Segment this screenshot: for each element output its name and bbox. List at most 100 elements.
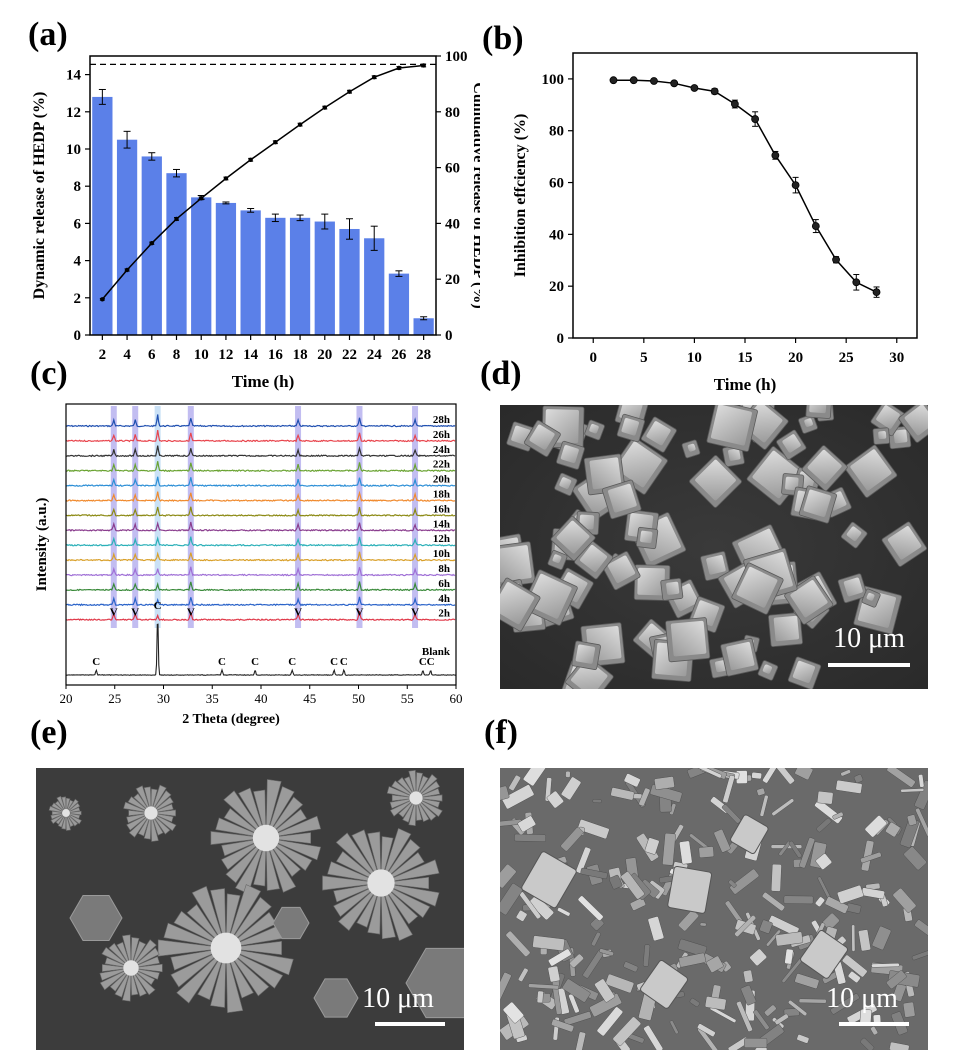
- calcite-marker-c-57.4: C: [427, 656, 435, 668]
- large-crystal: [800, 930, 848, 979]
- trace-label-c-26h: 26h: [433, 429, 450, 441]
- trace-c-6h: [65, 580, 456, 592]
- plot-frame-a: [89, 55, 437, 336]
- flower-center: [367, 869, 395, 897]
- y2-tick-label-a-40: 40: [445, 216, 460, 232]
- trace-c-16h: [65, 506, 456, 517]
- crystal-flake: [591, 931, 601, 947]
- flower-petal: [61, 796, 67, 814]
- flower-petal: [408, 797, 417, 827]
- crystal-flake: [689, 997, 700, 1007]
- calcite-marker-c-56.6: C: [419, 656, 427, 668]
- x-tick-label-c-60: 60: [450, 691, 463, 706]
- flower-petal: [65, 798, 79, 814]
- crystal-flake: [594, 978, 615, 1003]
- crystal-flake: [744, 1038, 768, 1049]
- point-b-16: [751, 115, 760, 123]
- cube-face-top: [608, 483, 637, 513]
- crystal-flake: [699, 922, 707, 927]
- crystal-flake: [532, 935, 565, 951]
- crystal-cube: [768, 612, 803, 648]
- flower-petal: [415, 797, 437, 821]
- flower-petal: [265, 837, 322, 861]
- calcite-marker-c-23.1: C: [92, 656, 100, 668]
- trace-c-8h: [65, 566, 456, 577]
- flower-petal: [143, 786, 152, 814]
- trace-c-12h: [65, 535, 456, 547]
- flower-petal: [150, 790, 172, 814]
- bar-a-6: [141, 156, 162, 335]
- panel-letter-e: (e): [30, 714, 68, 751]
- crystal-flake: [903, 846, 927, 871]
- flower-petal: [415, 780, 441, 799]
- crystal-flake: [629, 897, 646, 911]
- crystal-flake: [815, 853, 832, 870]
- crystal-flake: [886, 970, 907, 990]
- x-tick-label-c-50: 50: [352, 691, 365, 706]
- vaterite-flower: [123, 784, 177, 842]
- crystal-cube: [840, 521, 868, 549]
- sem-image-f: 10 μm: [500, 768, 928, 1050]
- crystal-flake: [654, 776, 675, 790]
- flower-petal: [51, 802, 67, 814]
- flower-petal: [380, 882, 413, 942]
- crystal-flake: [706, 955, 724, 973]
- crystal-flake: [840, 769, 851, 777]
- panel-letter-d: (d): [480, 355, 522, 392]
- flower-petal: [223, 790, 267, 839]
- cube-face-top: [615, 441, 662, 488]
- flower-center: [62, 809, 70, 817]
- crystal-cube: [798, 485, 837, 524]
- flower-petal: [163, 922, 227, 949]
- crystal-cube: [776, 429, 807, 460]
- crystal-flake: [783, 895, 814, 905]
- x-tick-label-a-4: 4: [123, 347, 131, 363]
- bar-a-10: [191, 197, 212, 335]
- flower-petal: [210, 831, 267, 845]
- flower-petal: [108, 942, 132, 969]
- trace-c-blank: [65, 623, 457, 676]
- cube-face-top: [803, 489, 831, 517]
- flower-petal: [130, 967, 147, 997]
- crystal-cube: [547, 550, 568, 570]
- cube-face-top: [804, 418, 813, 427]
- flower-petal: [150, 796, 174, 814]
- flower-petal: [130, 937, 140, 969]
- trace-label-c-blank: Blank: [422, 646, 451, 658]
- crystal-flake: [589, 993, 622, 1017]
- crystal-flake: [698, 846, 715, 858]
- flower-petal: [65, 802, 81, 814]
- crystal-flake: [562, 978, 591, 1003]
- crystal-flake: [580, 867, 608, 880]
- crystal-cube: [554, 472, 578, 496]
- crystal-flake: [734, 915, 757, 937]
- crystal-flake: [518, 967, 529, 982]
- flower-petal: [225, 947, 270, 997]
- flower-petal: [415, 797, 443, 818]
- y2-tick-label-a-60: 60: [445, 161, 460, 177]
- x-tick-label-a-22: 22: [342, 347, 357, 363]
- crystal-flake: [574, 1031, 586, 1050]
- crystal-flake: [918, 774, 925, 788]
- crystal-flake: [771, 863, 782, 892]
- crystal-flake: [796, 1034, 810, 1044]
- flower-petal: [265, 779, 282, 839]
- crystal-flake: [605, 973, 635, 994]
- crystal-flake: [815, 896, 825, 907]
- flower-petal: [126, 812, 152, 831]
- crystal-flake: [609, 874, 623, 890]
- flower-petal: [351, 829, 382, 884]
- crystal-flake: [577, 819, 610, 840]
- crystal-flake: [669, 1020, 679, 1035]
- cube-face-top: [560, 445, 579, 464]
- crystal-flake: [713, 829, 731, 853]
- plot-frame-b: [572, 52, 918, 339]
- flower-petal: [225, 940, 282, 956]
- crystal-cube: [556, 440, 585, 470]
- crystal-cube: [550, 516, 596, 561]
- x-tick-label-b-15: 15: [738, 350, 753, 366]
- cube-face-top: [687, 443, 696, 452]
- flower-petal: [380, 882, 431, 919]
- hexagonal-plate: [272, 906, 310, 940]
- crystal-flake: [914, 780, 928, 810]
